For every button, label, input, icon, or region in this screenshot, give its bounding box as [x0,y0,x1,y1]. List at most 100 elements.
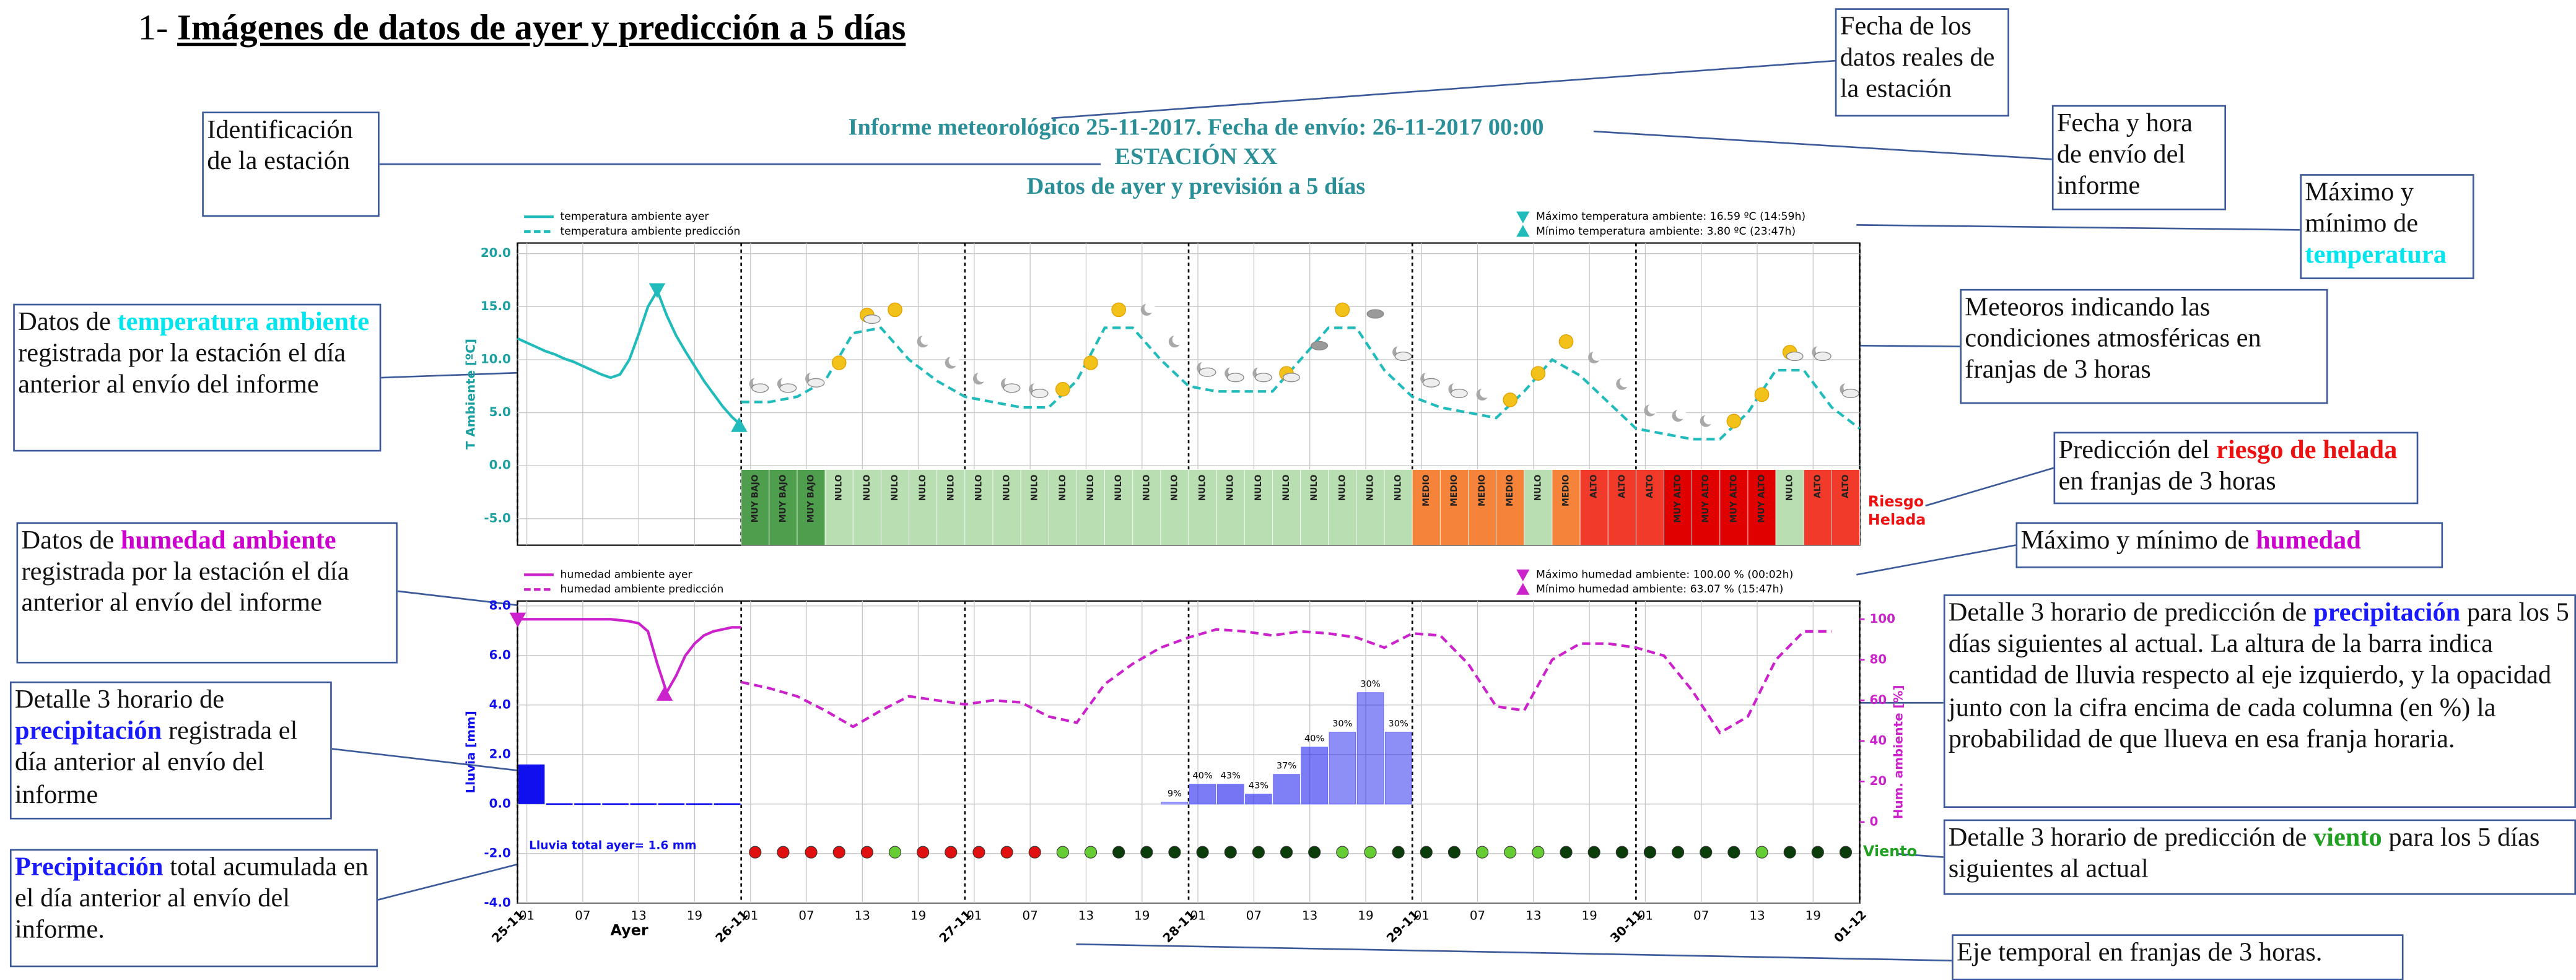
rain-bar [574,803,601,805]
x-tick-label: 07 [798,909,814,923]
sun [1083,355,1098,370]
callout-text: Máximo y mínimo de [2305,179,2419,239]
wind-marker [1140,846,1153,859]
y-tick-label: 8.0 [489,598,511,612]
x-tick-label: 19 [1358,909,1373,923]
heading-number: 1- [138,6,168,48]
wind-marker [1336,846,1349,859]
rain-probability-label: 37% [1277,761,1297,771]
frost-risk-cell [769,469,798,546]
y-tick-label: 10.0 [481,352,511,366]
frost-risk-cell [1747,469,1776,546]
moon-shade [1648,403,1659,414]
callout-highlight: riesgo de helada [2216,436,2398,465]
y-tick-label: 5.0 [489,405,511,419]
frost-risk-cell [1104,469,1133,546]
meteor-icon [972,371,987,385]
rain-bar [1273,774,1300,805]
x-tick-label: 19 [1134,909,1150,923]
wind-marker [1420,846,1433,859]
wind-marker [1392,846,1405,859]
sun [1111,302,1126,318]
meteor-icon [777,376,797,393]
wind-label: Viento [1863,843,1917,860]
x-tick-label: 13 [1526,909,1541,923]
rain-bar [658,803,685,805]
extreme-marker [656,685,673,701]
wind-marker [1587,846,1600,859]
rain-bar [1301,747,1328,805]
x-tick-label: 13 [855,909,870,923]
sun [1754,387,1770,402]
frost-risk-cell [1496,469,1525,546]
frost-risk-label: MEDIO [1421,474,1431,506]
callout: Identificación de la estación [202,111,380,217]
x-tick-label: 01 [1638,909,1653,923]
frost-risk-cell [1552,469,1581,546]
wind-marker [917,846,930,859]
rain-bar [1384,732,1412,805]
heading: 1- Imágenes de datos de ayer y predicció… [138,7,906,50]
frost-risk-label: MUY ALTO [1673,474,1683,523]
sun [1503,392,1518,407]
frost-risk-cell [1132,469,1161,546]
wind-marker [1028,846,1041,859]
x-tick-label: 13 [1749,909,1765,923]
callout: Fecha de los datos reales de la estación [1835,8,2009,117]
wind-marker [1196,846,1209,859]
meteor-icon [1055,382,1070,397]
frost-risk-cell [937,469,966,546]
moon-shade [920,334,932,345]
callout-text: registrada por la estación el día anteri… [18,340,346,400]
wind-marker [1560,846,1573,859]
callout-text: Identificación de la estación [207,116,353,176]
callout-text: para los 5 días siguientes al actual. La… [1948,599,2569,753]
legend-label: humedad ambiente predicción [560,583,723,596]
cloud [1226,373,1244,383]
y-axis-label: T Ambiente [ºC] [464,339,478,449]
meteor-icon [1392,345,1412,362]
wind-marker [1783,846,1796,859]
wind-marker [972,846,985,859]
callout-highlight: precipitación [2313,599,2461,628]
rain-probability-label: 40% [1304,734,1325,744]
frost-risk-cell [1775,469,1804,546]
leader-line [1897,852,1944,858]
frost-risk-cell [1803,469,1832,546]
leader-line [1925,467,2054,507]
meteor-icon [1083,355,1098,370]
legend-label: temperatura ambiente predicción [560,225,740,238]
cloud [1283,373,1300,383]
frost-risk-label: NULO [1533,474,1543,501]
heading-title: Imágenes de datos de ayer y predicción a… [177,6,906,48]
sun [1530,366,1546,381]
frost-risk-cell [1356,469,1385,546]
frost-risk-cell [1384,469,1413,546]
frost-risk-cell [741,469,770,546]
rain-bar [1245,794,1272,805]
meteor-icon [1197,360,1216,377]
callout: Detalle 3 horario de predicción de preci… [1943,594,2576,808]
x-day-label: 29-11 [1384,908,1421,945]
leader-line [1051,59,1835,119]
callout: Detalle 3 horario de precipitación regis… [9,681,332,820]
rain-bar [518,764,545,804]
x-tick-label: 19 [1581,909,1597,923]
callout: Datos de humedad ambiente registrada por… [16,522,398,664]
x-tick-label: 01 [1414,909,1430,923]
callout-highlight: humedad ambiente [120,527,336,555]
extreme-label: Mínimo humedad ambiente: 63.07 % (15:47h… [1536,583,1783,596]
callout: Detalle 3 horario de predicción de vient… [1943,819,2576,895]
callout: Fecha y hora de envío del informe [2051,105,2227,210]
meteor-icon [1448,382,1468,399]
leader-line [1856,544,2016,576]
callout: Precipitación total acumulada en el día … [9,849,378,968]
meteor-icon [860,308,881,324]
x-tick-label: 01 [1190,909,1205,923]
frost-risk-label: NULO [918,474,928,501]
x-tick-label: 01 [743,909,758,923]
cloud [1366,309,1384,319]
frost-risk-label: NULO [1281,474,1291,501]
